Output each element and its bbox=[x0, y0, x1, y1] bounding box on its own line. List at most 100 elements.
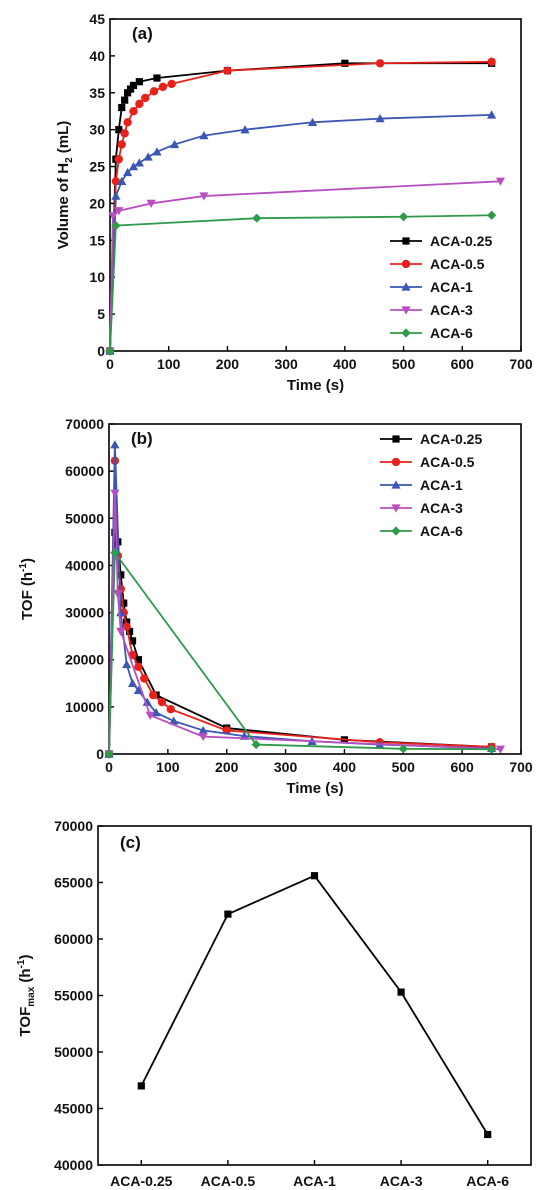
data-point-aca-0.25 bbox=[341, 59, 349, 67]
data-point-aca-6 bbox=[398, 212, 409, 222]
y-tick-label: 20000 bbox=[65, 652, 104, 668]
series-aca-6 bbox=[105, 210, 497, 356]
data-point-aca-0.5 bbox=[134, 662, 143, 671]
x-tick-label: 200 bbox=[215, 759, 239, 775]
y-tick-label: 15 bbox=[89, 232, 105, 248]
x-tick-label: 600 bbox=[451, 356, 475, 372]
data-point-aca-1 bbox=[151, 707, 161, 717]
data-point-aca-1 bbox=[123, 167, 133, 177]
legend-marker bbox=[401, 328, 411, 338]
data-point-aca-3 bbox=[108, 212, 118, 221]
data-point-aca-3 bbox=[495, 177, 506, 186]
data-point-aca-6 bbox=[105, 346, 115, 356]
data-point-aca-0.5 bbox=[141, 93, 150, 103]
legend-label: ACA-0.5 bbox=[430, 256, 485, 272]
x-tick-label: 600 bbox=[450, 759, 474, 775]
data-point-aca-0.5 bbox=[157, 697, 167, 707]
series-line-aca-3 bbox=[109, 180, 501, 352]
data-point-tof-max bbox=[137, 1082, 145, 1090]
x-tick-label: 100 bbox=[156, 759, 180, 775]
legend-marker bbox=[402, 237, 410, 245]
data-point-aca-1 bbox=[240, 125, 250, 134]
data-point-aca-0.5 bbox=[123, 118, 132, 127]
data-point-aca-1 bbox=[307, 117, 318, 126]
data-point-aca-0.25 bbox=[121, 96, 129, 104]
data-point-aca-0.25 bbox=[118, 103, 126, 112]
data-point-aca-1 bbox=[152, 147, 162, 156]
legend-label: ACA-0.5 bbox=[420, 454, 475, 470]
category-label: ACA-6 bbox=[466, 1173, 509, 1189]
y-tick-label: 50000 bbox=[54, 1044, 93, 1060]
data-point-aca-6 bbox=[398, 744, 408, 754]
legend-label: ACA-1 bbox=[420, 477, 463, 493]
y-tick-label: 70000 bbox=[54, 818, 93, 834]
y-axis-title: Volume of H2 (mL) bbox=[55, 121, 75, 250]
data-point-aca-3 bbox=[113, 590, 123, 599]
data-point-aca-1 bbox=[111, 191, 121, 200]
legend-marker bbox=[392, 435, 400, 443]
data-point-aca-3 bbox=[198, 732, 208, 742]
data-point-aca-1 bbox=[142, 697, 152, 706]
y-tick-label: 40000 bbox=[65, 557, 104, 573]
y-tick-label: 55000 bbox=[54, 988, 93, 1004]
data-point-aca-0.25 bbox=[135, 78, 143, 86]
x-axis-title: Time (s) bbox=[286, 780, 343, 797]
series-aca-0.5 bbox=[105, 57, 496, 356]
legend-marker bbox=[401, 282, 411, 291]
panel-label: (c) bbox=[120, 833, 141, 852]
data-point-aca-3 bbox=[495, 745, 505, 754]
chart-b-tof: 0 10000 20000 30000 40000 50000 60000 70000 0 100… bbox=[18, 416, 533, 797]
x-tick-label: 700 bbox=[509, 356, 533, 372]
category-label: ACA-0.5 bbox=[201, 1173, 256, 1189]
data-point-aca-1 bbox=[169, 716, 179, 725]
data-point-aca-0.25 bbox=[124, 89, 132, 97]
data-point-aca-0.25 bbox=[134, 656, 143, 664]
legend-label: ACA-6 bbox=[420, 523, 463, 539]
series-aca-1 bbox=[105, 110, 497, 355]
data-point-aca-0.25 bbox=[126, 85, 135, 93]
data-point-aca-6 bbox=[252, 213, 262, 223]
legend-marker bbox=[391, 526, 401, 536]
data-point-aca-1 bbox=[127, 678, 138, 687]
data-point-tof-max bbox=[397, 988, 405, 996]
data-point-aca-1 bbox=[133, 685, 144, 695]
y-tick-label: 40000 bbox=[54, 1157, 93, 1173]
y-tick-label: 65000 bbox=[54, 875, 93, 891]
series-aca-6 bbox=[104, 548, 497, 759]
data-point-aca-0.25 bbox=[129, 81, 138, 89]
series-line-tof-max bbox=[140, 874, 489, 1135]
series-line-aca-6 bbox=[108, 550, 492, 755]
y-tick-label: 60000 bbox=[54, 931, 93, 947]
legend-marker bbox=[391, 457, 401, 467]
data-point-aca-0.5 bbox=[223, 66, 232, 75]
data-point-aca-0.25 bbox=[123, 618, 131, 626]
x-tick-label: 500 bbox=[392, 356, 416, 372]
data-point-aca-0.5 bbox=[129, 107, 138, 116]
y-tick-label: 0 bbox=[96, 746, 104, 762]
y-tick-label: 45 bbox=[89, 11, 105, 27]
data-point-aca-0.5 bbox=[158, 82, 168, 92]
category-label: ACA-3 bbox=[380, 1173, 423, 1189]
y-tick-label: 50000 bbox=[65, 510, 104, 526]
data-point-aca-6 bbox=[486, 744, 497, 754]
legend: ACA-0.25 ACA-0.5 ACA-1 ACA-3 ACA-6 bbox=[380, 431, 482, 539]
chart-a-volume-h2: 0 5 10 15 20 25 30 35 40 45 0 100 200 300 400 500 600 700… bbox=[55, 11, 533, 394]
plot-frame bbox=[109, 18, 522, 352]
x-tick-label: 0 bbox=[105, 759, 113, 775]
data-point-aca-6 bbox=[487, 210, 497, 220]
y-tick-label: 45000 bbox=[54, 1101, 93, 1117]
y-tick-label: 5 bbox=[97, 306, 105, 322]
data-point-aca-0.25 bbox=[128, 637, 137, 645]
y-tick-label: 30 bbox=[89, 122, 105, 138]
panel-label: (a) bbox=[132, 24, 153, 43]
series-aca-3 bbox=[105, 177, 506, 356]
x-tick-label: 700 bbox=[509, 759, 533, 775]
data-point-aca-0.5 bbox=[140, 674, 149, 683]
data-point-aca-1 bbox=[128, 161, 139, 171]
y-tick-label: 60000 bbox=[65, 463, 104, 479]
data-point-aca-0.25 bbox=[120, 599, 128, 607]
data-point-aca-1 bbox=[169, 139, 180, 149]
data-point-aca-1 bbox=[110, 440, 120, 449]
y-tick-label: 40 bbox=[89, 48, 105, 64]
